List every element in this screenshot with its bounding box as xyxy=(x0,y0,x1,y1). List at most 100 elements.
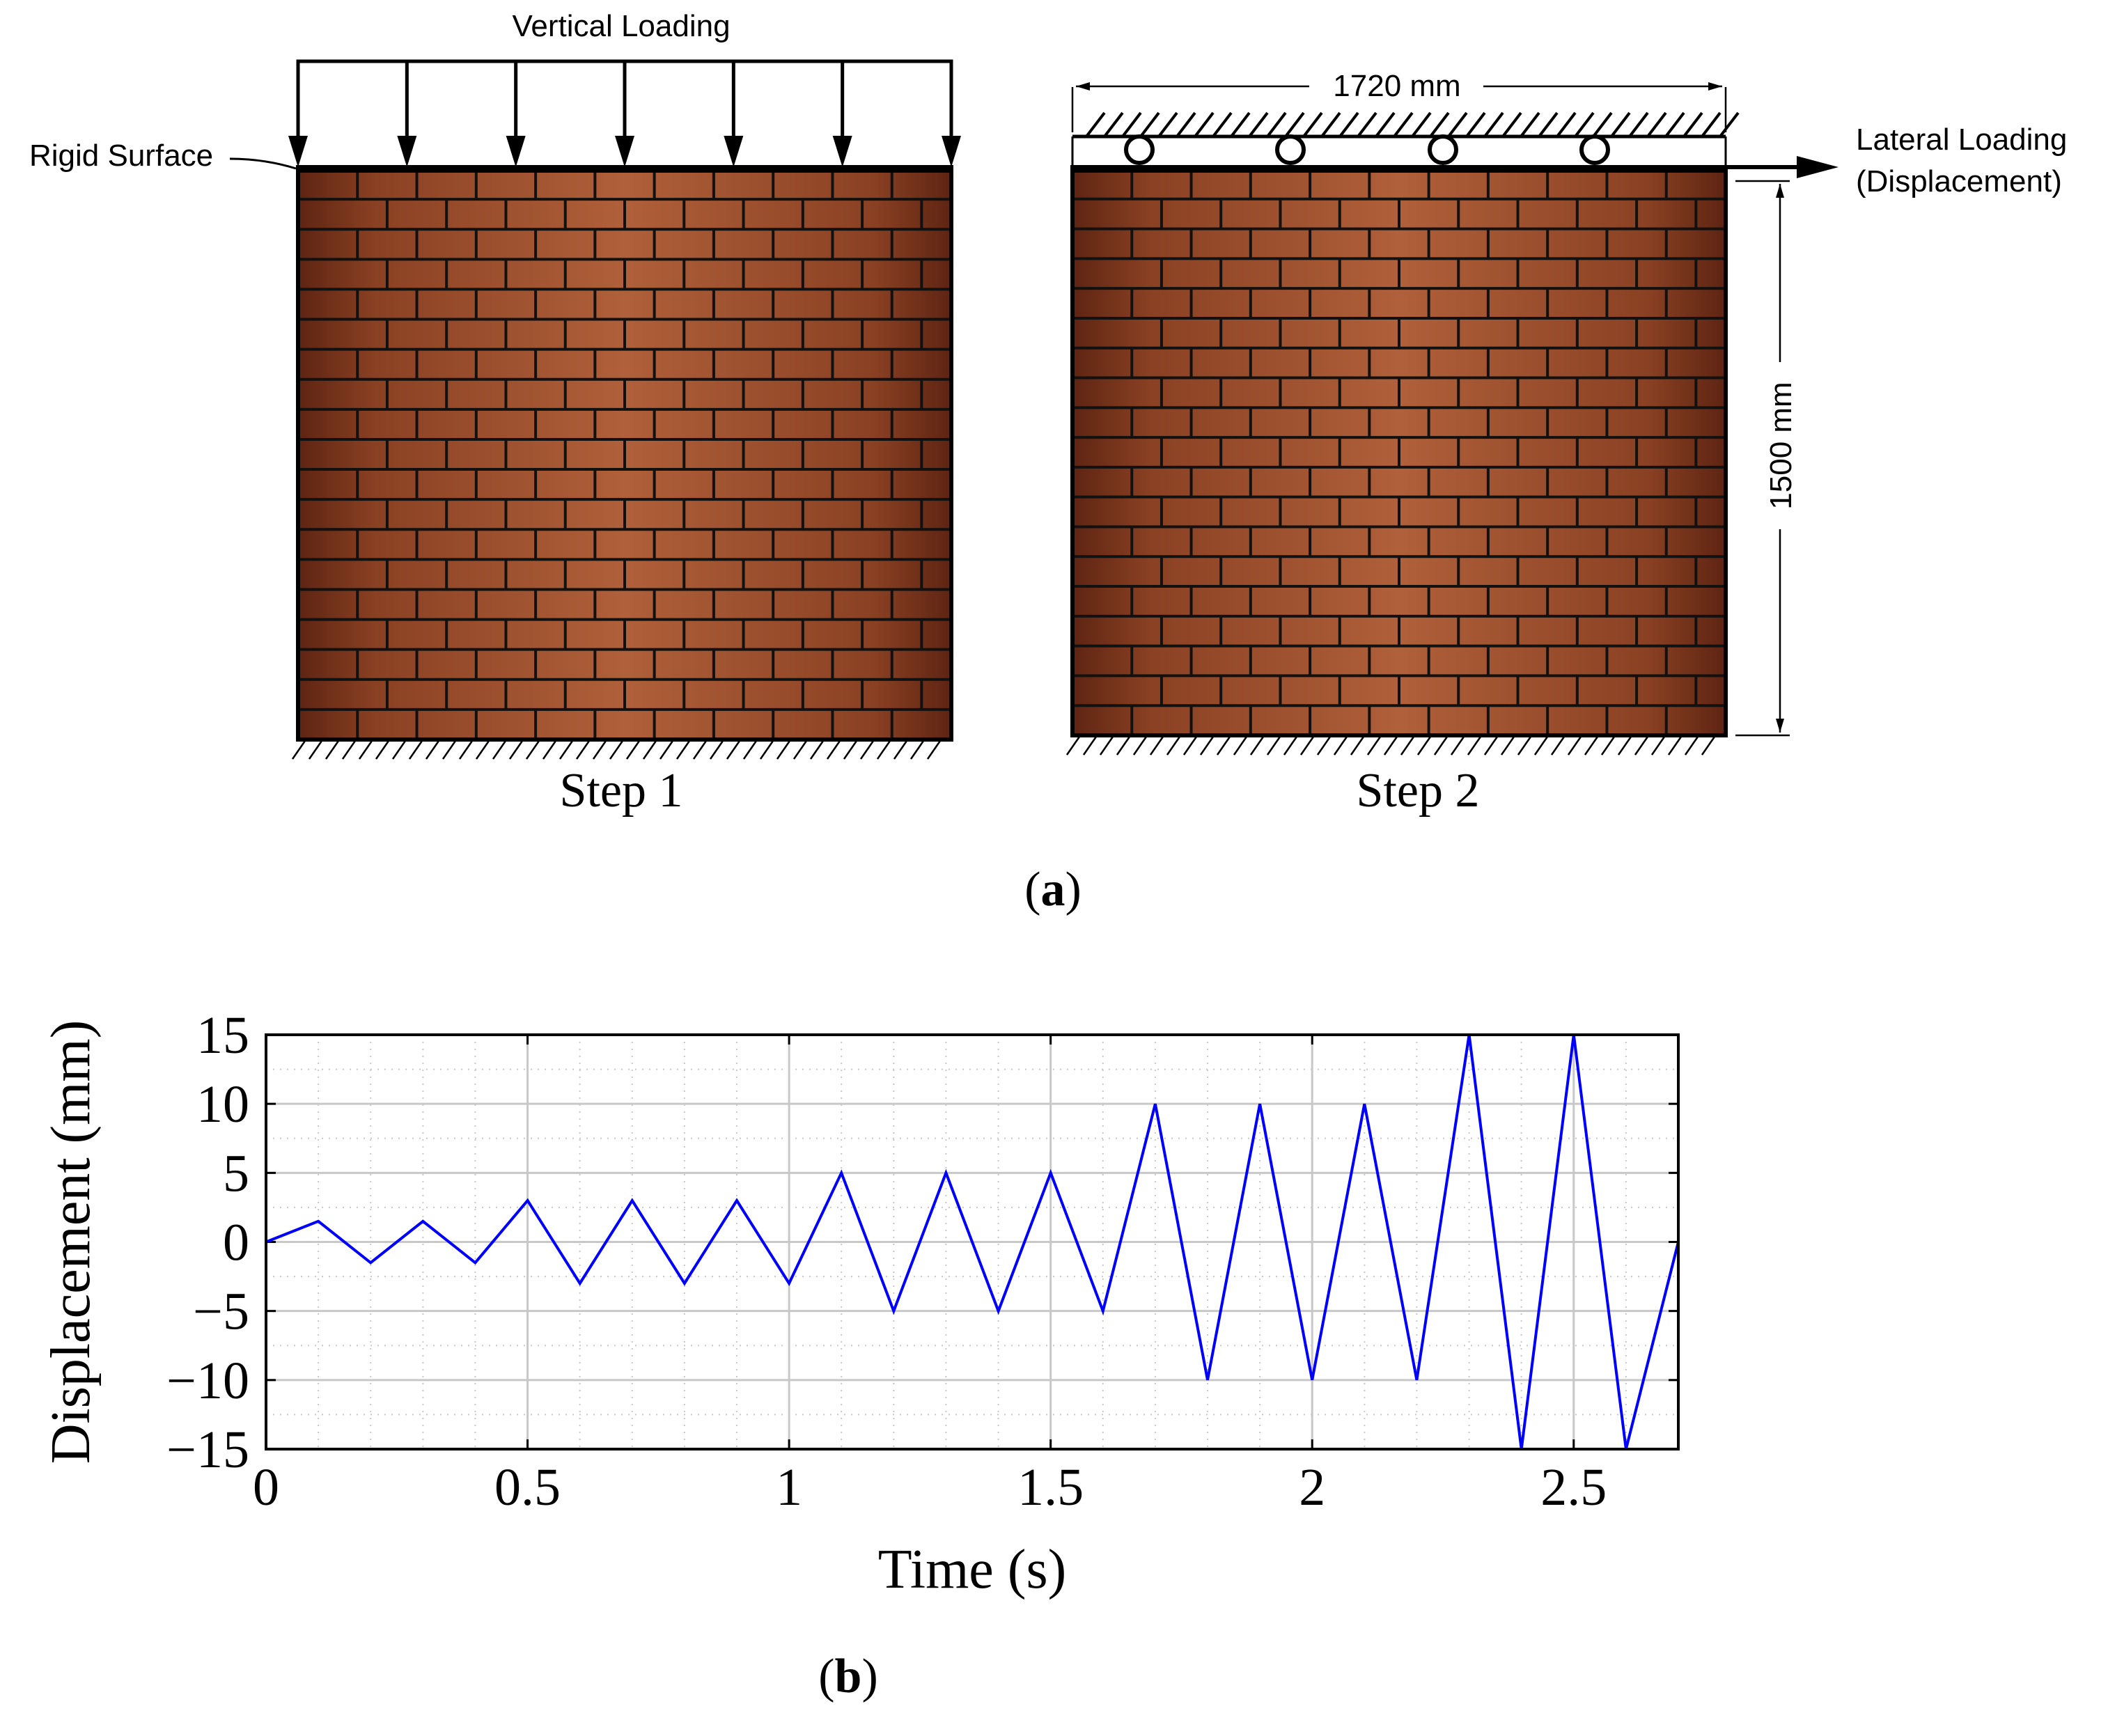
top-hatch-line xyxy=(1213,113,1231,136)
ground-hatch-line xyxy=(1117,737,1130,755)
roller-circle xyxy=(1277,136,1304,163)
step2-wall-diagram: 1720 mm 1500 mm Lateral Loading (Displac… xyxy=(1067,69,2067,818)
step2-label: Step 2 xyxy=(1357,764,1480,818)
ground-hatch-line xyxy=(1167,737,1180,755)
ground-hatch-line xyxy=(727,741,740,759)
ground-hatch-line xyxy=(1635,737,1648,755)
top-hatch-line xyxy=(1123,113,1141,136)
ground-hatch-line xyxy=(376,741,389,759)
ground-hatch-line xyxy=(1368,737,1380,755)
x-tick-label: 0 xyxy=(253,1458,279,1517)
top-hatch-line xyxy=(1231,113,1249,136)
brick-wall-step1 xyxy=(298,169,951,740)
ground-hatch-line xyxy=(309,741,322,759)
ground-hatch-line xyxy=(1702,737,1715,755)
top-hatch-line xyxy=(1503,113,1521,136)
ground-hatch-line xyxy=(777,741,790,759)
ground-hatch-line xyxy=(811,741,823,759)
y-tick-label: −10 xyxy=(166,1352,249,1410)
top-hatch-line xyxy=(1666,113,1684,136)
ground-hatch-line xyxy=(1301,737,1313,755)
ground-hatch-line xyxy=(1535,737,1547,755)
ground-hatch-line xyxy=(1351,737,1364,755)
ground-hatch-line xyxy=(493,741,506,759)
ground-hatch-line xyxy=(861,741,873,759)
lateral-load-arrowhead xyxy=(1797,156,1838,178)
top-hatch-line xyxy=(1086,113,1104,136)
ground-hatch-line xyxy=(1685,737,1698,755)
caption-b-open: ( xyxy=(818,1650,834,1703)
ground-hatch-line xyxy=(1150,737,1163,755)
caption-b: (b) xyxy=(818,1650,878,1703)
vertical-loading-label: Vertical Loading xyxy=(512,9,730,43)
top-hatch-line xyxy=(1104,113,1123,136)
top-hatch-line xyxy=(1521,113,1539,136)
vertical-load-arrowhead xyxy=(833,136,852,167)
ground-hatch-line xyxy=(894,741,907,759)
top-hatch-line xyxy=(1720,113,1738,136)
top-hatch-line xyxy=(1575,113,1593,136)
ground-hatch-line xyxy=(643,741,656,759)
ground-hatch-line xyxy=(1201,737,1213,755)
vertical-load-arrowhead xyxy=(724,136,743,167)
ground-hatch-line xyxy=(1318,737,1330,755)
top-hatch-line xyxy=(1557,113,1575,136)
top-hatch-line xyxy=(1648,113,1666,136)
ground-hatch-line xyxy=(326,741,338,759)
ground-hatch-line xyxy=(694,741,706,759)
ground-hatch-line xyxy=(359,741,372,759)
ground-hatch-line xyxy=(1418,737,1430,755)
top-hatch-line xyxy=(1394,113,1412,136)
ground-hatch-line xyxy=(526,741,539,759)
ground-hatch-line xyxy=(1384,737,1397,755)
caption-a-close: ) xyxy=(1065,863,1082,916)
top-hatch-line xyxy=(1684,113,1702,136)
ground-hatch-line xyxy=(1217,737,1230,755)
height-dimension-label: 1500 mm xyxy=(1764,382,1798,509)
ground-hatch-line xyxy=(1602,737,1614,755)
step1-label: Step 1 xyxy=(560,764,683,818)
x-tick-label: 0.5 xyxy=(494,1458,561,1517)
top-hatch-line xyxy=(1702,113,1720,136)
top-hatch-line xyxy=(1159,113,1177,136)
caption-b-letter: b xyxy=(835,1650,862,1703)
width-dimension-label: 1720 mm xyxy=(1333,69,1460,103)
ground-hatch-line xyxy=(393,741,405,759)
lateral-loading-sub-label: (Displacement) xyxy=(1856,164,2062,198)
ground-hatch-line xyxy=(911,741,923,759)
ground-hatch-line xyxy=(827,741,840,759)
ground-hatch-line xyxy=(476,741,489,759)
ground-hatch-line xyxy=(343,741,355,759)
ground-hatch-line xyxy=(1568,737,1581,755)
top-hatch-line xyxy=(1430,113,1449,136)
roller-circle xyxy=(1430,136,1456,163)
ground-hatch-line xyxy=(1501,737,1514,755)
ground-hatch-line xyxy=(610,741,623,759)
top-hatch-line xyxy=(1340,113,1358,136)
ground-hatch-line xyxy=(409,741,422,759)
top-hatch-line xyxy=(1358,113,1376,136)
top-hatch-line xyxy=(1141,113,1159,136)
ground-hatch-line xyxy=(1585,737,1598,755)
ground-hatch-line xyxy=(677,741,689,759)
ground-hatch-line xyxy=(1234,737,1247,755)
ground-hatch-line xyxy=(760,741,773,759)
caption-b-close: ) xyxy=(861,1650,877,1703)
ground-hatch-line xyxy=(1669,737,1681,755)
ground-hatch-line xyxy=(710,741,723,759)
ground-hatch-line xyxy=(1334,737,1347,755)
top-hatch-line xyxy=(1539,113,1557,136)
x-tick-label: 1.5 xyxy=(1017,1458,1084,1517)
top-hatch-line xyxy=(1376,113,1394,136)
y-tick-label: 15 xyxy=(196,1006,249,1065)
caption-a-letter: a xyxy=(1041,863,1065,916)
vertical-load-arrowhead xyxy=(288,136,308,167)
ground-hatch-line xyxy=(627,741,639,759)
ground-hatch-line xyxy=(1468,737,1481,755)
ground-hatch-line xyxy=(794,741,806,759)
vertical-load-arrowhead xyxy=(506,136,526,167)
ground-hatch-line xyxy=(660,741,673,759)
